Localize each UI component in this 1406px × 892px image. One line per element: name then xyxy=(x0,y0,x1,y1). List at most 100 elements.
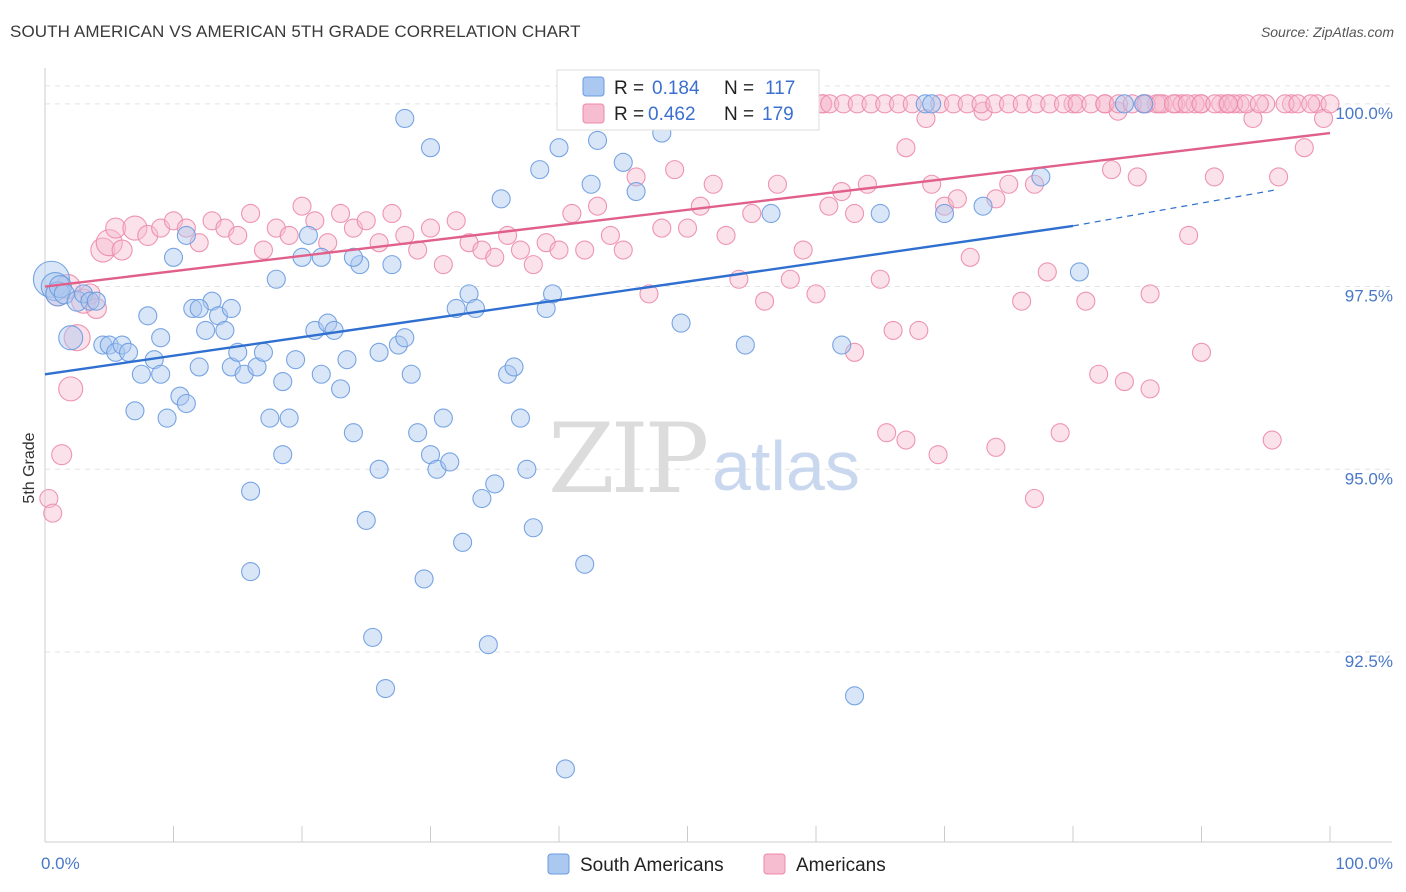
south-american-point xyxy=(356,510,376,530)
american-point xyxy=(930,94,950,114)
watermark-zip: ZIP xyxy=(548,403,707,515)
american-point xyxy=(1320,94,1340,114)
legend-r-american: 0.462 xyxy=(648,104,696,125)
south-american-trend-line xyxy=(44,224,1074,376)
american-point xyxy=(1053,94,1074,114)
series-label-american: Americans xyxy=(796,855,886,876)
american-point xyxy=(896,138,916,158)
american-point xyxy=(909,320,929,340)
american-point xyxy=(1269,167,1289,187)
south-american-point xyxy=(440,452,460,472)
american-point xyxy=(1122,94,1142,114)
american-point xyxy=(111,239,133,261)
american-point xyxy=(613,240,633,260)
american-point xyxy=(973,101,993,121)
american-point xyxy=(1127,167,1147,187)
south-american-point xyxy=(934,203,955,224)
south-american-point xyxy=(388,335,408,355)
south-american-point xyxy=(163,247,184,267)
south-american-point xyxy=(671,313,691,333)
american-point xyxy=(600,225,620,245)
south-american-point xyxy=(1031,167,1051,187)
south-american-point xyxy=(581,174,601,194)
american-point xyxy=(241,203,261,224)
american-point xyxy=(1191,94,1211,114)
south-american-point xyxy=(183,298,203,319)
legend-r-label-american: R = xyxy=(614,104,644,125)
south-american-point xyxy=(176,393,196,414)
watermark: ZIP atlas xyxy=(548,403,860,515)
south-american-point xyxy=(80,291,100,311)
american-point xyxy=(896,430,916,450)
american-point xyxy=(587,196,608,216)
y-tick-label: 100.0% xyxy=(1335,104,1393,123)
american-point xyxy=(1102,160,1122,180)
south-american-point xyxy=(472,488,492,509)
american-point xyxy=(1256,94,1276,114)
american-point xyxy=(922,174,942,194)
american-point xyxy=(1012,94,1032,114)
south-american-point xyxy=(587,130,608,150)
american-point xyxy=(819,196,839,216)
american-point xyxy=(1177,94,1197,114)
south-american-point xyxy=(112,335,132,355)
american-point xyxy=(1179,225,1199,245)
series-swatch-south xyxy=(547,853,570,875)
american-point xyxy=(446,211,466,231)
american-point xyxy=(902,94,922,114)
american-point xyxy=(122,215,148,241)
south-american-point xyxy=(318,313,338,333)
american-point xyxy=(1204,167,1224,187)
american-point xyxy=(1114,372,1134,392)
american-point xyxy=(998,94,1019,114)
american-point xyxy=(716,225,736,245)
american-point xyxy=(986,437,1006,457)
american-point xyxy=(1037,262,1057,282)
american-point xyxy=(793,240,813,260)
south-american-point xyxy=(286,350,306,370)
south-american-point xyxy=(478,635,498,655)
american-point xyxy=(1089,364,1109,384)
american-point xyxy=(1024,174,1044,194)
american-point xyxy=(985,94,1005,114)
south-american-point xyxy=(517,459,537,479)
south-american-point xyxy=(844,686,865,706)
south-american-point xyxy=(279,408,299,428)
legend-n-label-american: N = xyxy=(724,104,754,125)
american-point xyxy=(755,291,775,311)
american-point xyxy=(382,203,402,224)
american-point xyxy=(1012,291,1032,311)
south-american-point xyxy=(395,328,415,348)
south-american-point xyxy=(151,328,171,348)
south-american-point xyxy=(118,342,139,362)
american-point xyxy=(1050,423,1070,443)
south-american-point xyxy=(922,94,942,114)
american-point xyxy=(1230,94,1250,114)
american-point xyxy=(844,203,865,224)
south-american-point xyxy=(761,203,781,224)
american-point xyxy=(652,218,672,238)
american-point xyxy=(137,224,159,246)
south-american-point xyxy=(324,320,344,340)
american-point xyxy=(639,284,659,304)
american-point xyxy=(780,269,800,289)
south-american-point xyxy=(870,203,890,224)
american-point xyxy=(433,255,453,275)
south-american-point xyxy=(1114,94,1134,114)
american-point xyxy=(356,211,376,231)
south-american-point xyxy=(465,298,486,319)
south-american-points xyxy=(32,94,1154,779)
south-american-point xyxy=(395,108,415,129)
south-american-point xyxy=(86,291,106,311)
american-point xyxy=(369,233,389,253)
american-point xyxy=(51,444,73,466)
american-point xyxy=(1108,94,1129,114)
american-point xyxy=(875,94,895,114)
american-point xyxy=(1081,94,1101,114)
south-american-point xyxy=(446,298,466,319)
american-point xyxy=(63,324,91,352)
x-tick-label-max: 100.0% xyxy=(1335,854,1393,873)
american-point xyxy=(1249,94,1269,114)
south-american-point xyxy=(1134,94,1154,114)
south-american-point xyxy=(510,408,531,428)
